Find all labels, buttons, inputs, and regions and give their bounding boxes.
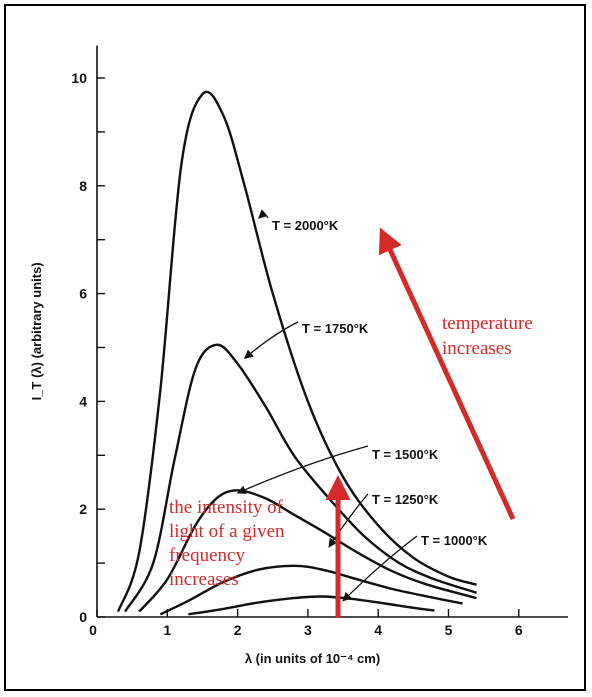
y-tick-label: 6: [79, 286, 87, 302]
curve-2: [138, 489, 477, 613]
curve-0: [116, 90, 477, 613]
intensity-annotation-line: light of a given: [169, 521, 285, 542]
curve-label-pointer: [258, 209, 269, 219]
curve-4: [188, 595, 435, 616]
curves: [116, 90, 477, 616]
curve-label-pointer: [328, 493, 369, 548]
curve-label: T = 1250°K: [372, 492, 439, 507]
y-axis-title: I_T (λ) (arbitrary units): [29, 262, 44, 400]
x-axis-title: λ (in units of 10⁻⁴ cm): [245, 651, 380, 666]
curve-label: T = 2000°K: [272, 218, 339, 233]
temperature-annotation-line: temperature: [442, 313, 533, 334]
curve-label-pointer: [342, 535, 418, 602]
x-tick-label: 4: [374, 622, 382, 638]
x-tick-label: 3: [304, 622, 312, 638]
x-tick-label: 6: [515, 622, 523, 638]
y-tick-label: 8: [79, 178, 87, 194]
curve-1: [124, 343, 477, 613]
x-tick-label: 5: [445, 622, 453, 638]
temperature-annotation-line: increases: [442, 338, 512, 359]
curve-label: T = 1750°K: [302, 321, 369, 336]
x-tick-label: 0: [89, 622, 97, 638]
y-tick-label: 0: [79, 609, 87, 625]
intensity-annotation-line: frequency: [169, 545, 245, 566]
y-tick-label: 2: [79, 501, 87, 517]
curve-label-pointer: [243, 321, 299, 359]
intensity-annotation-line: the intensity of: [169, 497, 284, 518]
curve-3: [159, 564, 463, 616]
x-tick-label: 1: [163, 622, 171, 638]
curve-label-pointer: [236, 445, 369, 494]
x-tick-label: 2: [234, 622, 242, 638]
annotations: temperature increases the intensity of ligh…: [169, 227, 533, 618]
curve-label: T = 1500°K: [372, 447, 439, 462]
y-tick-label: 4: [79, 393, 87, 409]
curve-label: T = 1000°K: [421, 533, 488, 548]
temperature-arrow: [378, 227, 516, 521]
intensity-annotation-line: increases: [169, 569, 239, 590]
curve-labels: T = 2000°K T = 1750°K T = 1500°K T = 1250°K…: [236, 209, 488, 602]
y-tick-label: 10: [71, 70, 87, 86]
